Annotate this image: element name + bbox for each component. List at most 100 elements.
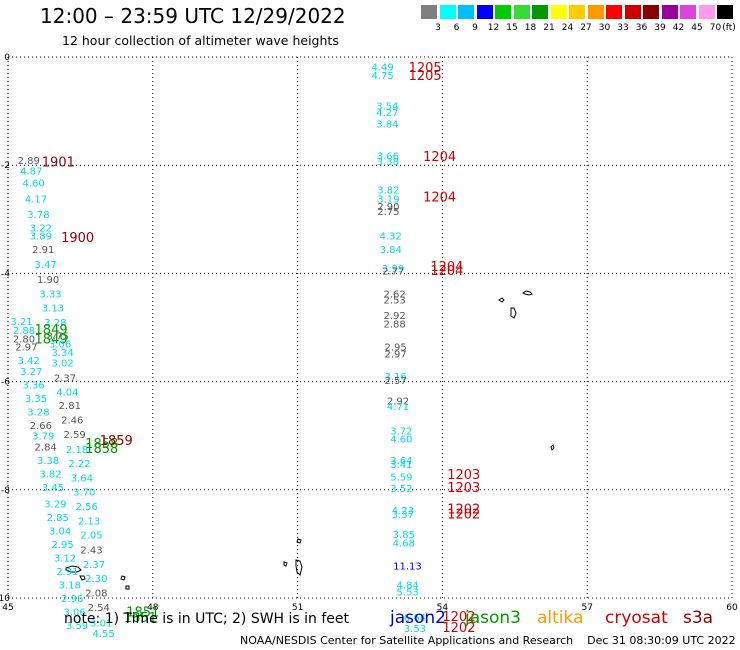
wave-height-label: 2.89	[18, 156, 40, 167]
color-scale-label: 27	[580, 23, 592, 33]
color-scale-label: 24	[561, 23, 574, 33]
wave-height-label: 3.04	[49, 526, 71, 537]
wave-height-label: 3.21	[10, 317, 32, 328]
wave-height-label: 3.82	[39, 470, 61, 481]
wave-height-label: 2.13	[78, 517, 100, 528]
wave-height-label: 3.02	[51, 359, 73, 370]
pass-time-label: 1849	[35, 332, 68, 347]
axis-tick-labels: 45 48 51 54 57 60 0 -2 -4 -6 -8 -10	[0, 53, 738, 613]
pass-time-label: 1901	[42, 155, 75, 170]
color-swatch	[606, 5, 622, 19]
wave-height-label: 3.38	[377, 157, 399, 168]
x-tick-label: 57	[581, 603, 592, 613]
color-swatch	[624, 5, 641, 19]
wave-height-label: 3.66	[377, 151, 399, 162]
color-scale-label: 45	[691, 23, 703, 33]
color-swatch	[532, 5, 548, 19]
wave-height-label: 2.18	[66, 445, 88, 456]
wave-height-label: 3.82	[377, 186, 399, 197]
wave-height-label: 4.49	[371, 63, 393, 74]
pass-time-label: 1203	[447, 468, 480, 483]
color-scale-label: 18	[524, 23, 537, 33]
wave-height-label: 2.77	[382, 267, 404, 278]
island-outline	[120, 575, 126, 581]
island-outline	[79, 575, 86, 581]
wave-height-label: 3.53	[404, 624, 426, 635]
wave-height-label: 1.90	[37, 275, 59, 286]
island-outline	[550, 444, 555, 451]
wave-height-label: 2.90	[377, 202, 399, 213]
wave-height-label: 3.84	[376, 120, 398, 131]
color-swatch	[476, 5, 493, 19]
wave-height-label: 4.60	[390, 434, 412, 445]
map-title: 12:00 – 23:59 UTC 12/29/2022	[40, 4, 346, 28]
wave-height-label: 2.97	[384, 349, 406, 360]
island-outline	[125, 585, 130, 590]
wave-height-label: 2.97	[15, 342, 37, 353]
wave-height-label: 3.99	[382, 264, 404, 275]
pass-time-label: 1204	[423, 150, 456, 165]
wave-height-label: 3.29	[44, 499, 66, 510]
wave-height-label: 3.64	[390, 456, 412, 467]
wave-height-label: 4.27	[376, 108, 398, 119]
wave-height-label: 3.37	[392, 510, 414, 521]
wave-height-label: 3.75	[47, 332, 69, 343]
pass-time-label: 1205	[409, 69, 442, 84]
wave-height-label: 4.75	[371, 71, 393, 82]
wave-height-label: 2.92	[387, 397, 409, 408]
pass-time-label: 1851	[126, 606, 159, 621]
wave-height-label: 3.28	[27, 407, 49, 418]
credit-line: NOAA/NESDIS Center for Satellite Applica…	[240, 634, 736, 647]
x-tick-label: 60	[726, 603, 738, 613]
pass-time-label: 1202	[447, 508, 480, 523]
wave-height-label: 2.84	[35, 443, 57, 454]
wave-height-label: 2.08	[85, 589, 107, 600]
color-swatch	[513, 5, 530, 19]
wave-height-label: 3.28	[44, 318, 66, 329]
wave-height-label: 3.54	[376, 102, 398, 113]
island-outline	[296, 538, 302, 544]
wave-height-label: 2.53	[384, 295, 406, 306]
pass-time-label: 1858	[85, 437, 118, 452]
wave-height-label: 2.81	[59, 401, 81, 412]
wave-height-label: 3.27	[20, 367, 42, 378]
wave-height-label: 3.38	[37, 456, 59, 467]
y-tick-label: -2	[1, 161, 10, 171]
wave-height-label: 4.23	[392, 506, 414, 517]
color-swatch	[717, 5, 733, 19]
color-scale-label: 42	[672, 23, 685, 33]
color-swatch	[680, 5, 696, 19]
wave-height-label: 2.91	[32, 245, 54, 256]
color-scale-label: 6	[453, 23, 460, 33]
wave-height-label: 3.18	[59, 580, 81, 591]
wave-height-label: 2.96	[61, 594, 83, 605]
island-outline	[510, 307, 517, 319]
legend-jason2: jason2	[390, 608, 446, 628]
color-scale-label: 30	[598, 23, 611, 33]
wave-height-label: 3.64	[71, 473, 93, 484]
wave-height-label: 3.35	[25, 394, 47, 405]
wave-height-label: 5.53	[397, 588, 419, 599]
y-tick-label: -4	[1, 269, 10, 279]
color-scale-label: 21	[543, 23, 555, 33]
wave-height-label: 3.72	[390, 426, 412, 437]
wave-height-label: 3.41	[390, 460, 412, 471]
wave-height-label: 2.88	[13, 326, 35, 337]
wave-height-label: 3.42	[18, 356, 40, 367]
wave-height-label: 3.06	[49, 340, 71, 351]
x-tick-label: 54	[437, 603, 449, 613]
wave-height-label: 4.68	[393, 538, 415, 549]
wave-height-label: 2.66	[30, 421, 52, 432]
wave-height-label: 4.04	[56, 387, 78, 398]
wave-height-label: 2.56	[76, 502, 98, 513]
wave-height-label: 3.16	[384, 372, 406, 383]
island-outline	[283, 561, 288, 567]
color-scale-label: 70	[709, 23, 722, 33]
wave-height-label: 2.46	[61, 415, 83, 426]
legend-cryosat: cryosat	[605, 608, 668, 628]
color-scale-unit: (ft)	[722, 23, 736, 33]
island-outline	[522, 290, 533, 296]
y-tick-label: -8	[1, 486, 10, 496]
y-tick-label: -10	[0, 594, 10, 604]
wave-height-label: 2.95	[51, 540, 73, 551]
